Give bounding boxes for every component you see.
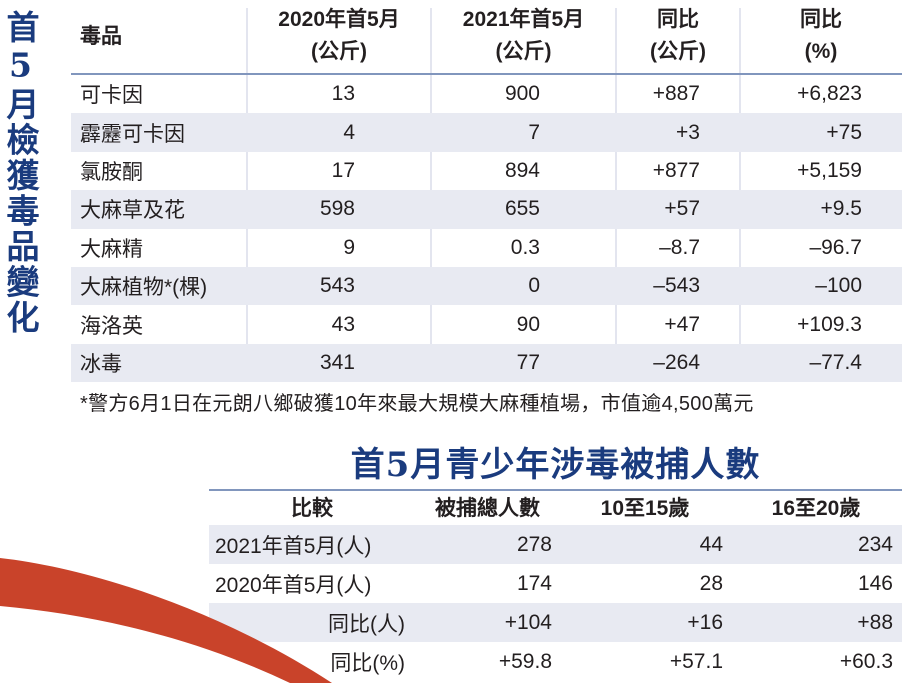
yoy-percent-cell: –96.7 xyxy=(809,235,862,259)
table-row: 2020年首5月(人) 174 28 146 xyxy=(209,564,902,603)
header-age-10-15: 10至15歲 xyxy=(600,496,690,520)
age-16-20-cell: +88 xyxy=(857,610,893,634)
kg-2021-cell: 0 xyxy=(528,274,540,298)
yoy-kg-cell: +877 xyxy=(652,158,700,182)
kg-2020-cell: 4 xyxy=(343,120,355,144)
header-yoy-kg: 同比 (公斤) xyxy=(616,4,740,68)
drug-name-cell: 冰毒 xyxy=(80,352,122,376)
row-label: 同比(人) xyxy=(328,612,405,636)
table-header: 毒品 2020年首5月 (公斤) 2021年首5月 (公斤) 同比 (公斤) 同… xyxy=(71,0,902,75)
age-10-15-cell: 44 xyxy=(699,532,723,556)
kg-2021-cell: 0.3 xyxy=(510,235,540,259)
yoy-percent-cell: –77.4 xyxy=(809,350,862,374)
row-label: 同比(%) xyxy=(330,651,405,675)
kg-2021-cell: 7 xyxy=(528,120,540,144)
total-cell: 278 xyxy=(516,532,552,556)
table-header: 比較 被捕總人數 10至15歲 16至20歲 xyxy=(209,489,902,525)
table-row: 同比(%) +59.8 +57.1 +60.3 xyxy=(209,642,902,681)
header-unit: (公斤) xyxy=(495,40,552,63)
header-label: 毒品 xyxy=(80,25,122,48)
header-label: 2020年首5月 xyxy=(278,8,400,31)
age-10-15-cell: +57.1 xyxy=(669,649,723,673)
yoy-percent-cell: +109.3 xyxy=(797,312,862,336)
yoy-percent-cell: –100 xyxy=(815,274,862,298)
kg-2020-cell: 341 xyxy=(319,350,355,374)
header-unit: (公斤) xyxy=(311,40,367,63)
footnote: *警方6月1日在元朗八鄉破獲10年來最大規模大麻種植場，市值逾4,500萬元 xyxy=(80,393,754,415)
yoy-percent-cell: +6,823 xyxy=(797,82,862,106)
yoy-percent-cell: +5,159 xyxy=(797,158,862,182)
header-yoy-percent: 同比 (%) xyxy=(740,4,902,68)
table-row: 氯胺酮 17 894 +877 +5,159 xyxy=(71,152,902,190)
drug-name-cell: 氯胺酮 xyxy=(80,160,143,184)
row-label: 2020年首5月(人) xyxy=(215,573,372,597)
kg-2020-cell: 43 xyxy=(331,312,355,336)
total-cell: +104 xyxy=(504,610,552,634)
drug-name-cell: 霹靂可卡因 xyxy=(80,122,185,146)
yoy-kg-cell: –8.7 xyxy=(659,235,700,259)
youth-arrest-table: 比較 被捕總人數 10至15歲 16至20歲 2021年首5月(人) 278 4… xyxy=(209,489,902,681)
age-10-15-cell: +16 xyxy=(687,610,723,634)
header-label: 同比 xyxy=(800,8,842,31)
header-age-16-20: 16至20歲 xyxy=(771,496,861,520)
kg-2020-cell: 17 xyxy=(331,158,355,182)
yoy-kg-cell: +887 xyxy=(652,82,700,106)
header-unit: (公斤) xyxy=(650,40,706,63)
total-cell: 174 xyxy=(516,571,552,595)
kg-2021-cell: 90 xyxy=(516,312,540,336)
kg-2020-cell: 9 xyxy=(343,235,355,259)
table-row: 霹靂可卡因 4 7 +3 +75 xyxy=(71,113,902,152)
yoy-kg-cell: +3 xyxy=(676,120,700,144)
header-comparison: 比較 xyxy=(291,496,333,520)
table-row: 可卡因 13 900 +887 +6,823 xyxy=(71,75,902,113)
drug-name-cell: 可卡因 xyxy=(80,84,143,108)
kg-2020-cell: 13 xyxy=(331,82,355,106)
yoy-kg-cell: +47 xyxy=(664,312,700,336)
age-10-15-cell: 28 xyxy=(699,571,723,595)
kg-2021-cell: 900 xyxy=(504,82,540,106)
drug-name-cell: 海洛英 xyxy=(80,314,143,338)
yoy-kg-cell: –543 xyxy=(653,274,700,298)
youth-table-title: 首5月青少年涉毒被捕人數 xyxy=(350,445,761,485)
table-row: 2021年首5月(人) 278 44 234 xyxy=(209,525,902,564)
drug-name-cell: 大麻植物*(棵) xyxy=(80,276,208,300)
drug-name-cell: 大麻草及花 xyxy=(80,199,185,223)
kg-2020-cell: 543 xyxy=(319,274,355,298)
age-16-20-cell: 146 xyxy=(857,571,893,595)
age-16-20-cell: 234 xyxy=(857,532,893,556)
age-16-20-cell: +60.3 xyxy=(839,649,893,673)
header-label: 2021年首5月 xyxy=(462,8,585,31)
row-label: 2021年首5月(人) xyxy=(215,534,372,558)
yoy-kg-cell: +57 xyxy=(664,197,700,221)
yoy-percent-cell: +9.5 xyxy=(820,197,862,221)
header-2021-kg: 2021年首5月 (公斤) xyxy=(431,4,616,68)
table-row: 冰毒 341 77 –264 –77.4 xyxy=(71,343,902,383)
yoy-percent-cell: +75 xyxy=(826,120,862,144)
yoy-kg-cell: –264 xyxy=(653,350,700,374)
table-row: 大麻草及花 598 655 +57 +9.5 xyxy=(71,190,902,229)
table-row: 大麻植物*(棵) 543 0 –543 –100 xyxy=(71,266,902,306)
vertical-title: 首5月檢獲毒品變化 xyxy=(1,10,40,336)
header-unit: (%) xyxy=(804,40,838,63)
kg-2021-cell: 894 xyxy=(504,158,540,182)
drug-name-cell: 大麻精 xyxy=(80,237,143,261)
header-2020-kg: 2020年首5月 (公斤) xyxy=(247,4,431,68)
drug-seizure-table: 毒品 2020年首5月 (公斤) 2021年首5月 (公斤) 同比 (公斤) 同… xyxy=(71,0,902,383)
header-total-arrested: 被捕總人數 xyxy=(435,496,540,520)
table-row: 海洛英 43 90 +47 +109.3 xyxy=(71,305,902,343)
header-drug: 毒品 xyxy=(80,21,122,53)
total-cell: +59.8 xyxy=(498,649,552,673)
kg-2021-cell: 655 xyxy=(504,197,540,221)
table-row: 同比(人) +104 +16 +88 xyxy=(209,603,902,642)
header-label: 同比 xyxy=(657,8,699,31)
kg-2020-cell: 598 xyxy=(319,197,355,221)
table-row: 大麻精 9 0.3 –8.7 –96.7 xyxy=(71,229,902,267)
kg-2021-cell: 77 xyxy=(516,350,540,374)
